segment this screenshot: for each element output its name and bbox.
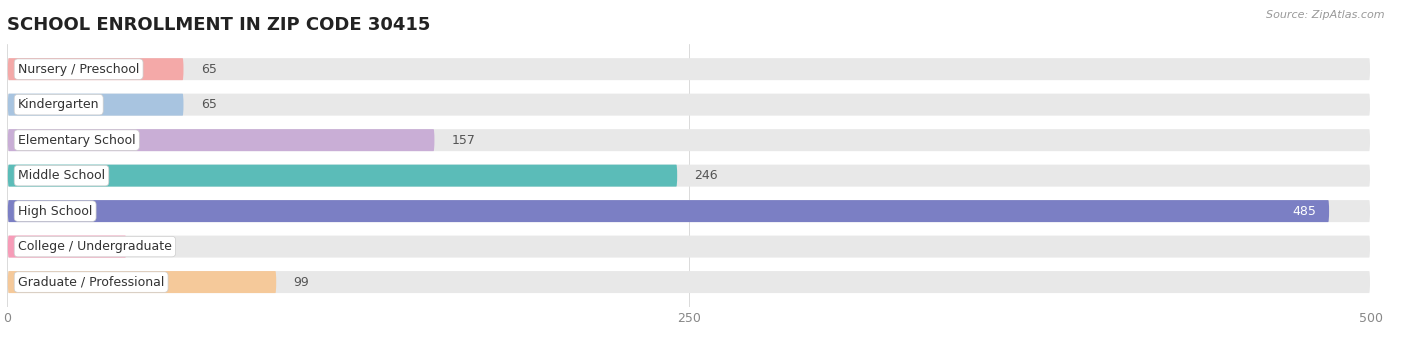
FancyBboxPatch shape xyxy=(8,236,1369,257)
Text: Nursery / Preschool: Nursery / Preschool xyxy=(18,63,139,76)
Text: Graduate / Professional: Graduate / Professional xyxy=(18,276,165,288)
Text: 485: 485 xyxy=(1292,205,1316,218)
FancyBboxPatch shape xyxy=(8,165,678,187)
FancyBboxPatch shape xyxy=(8,236,127,257)
FancyBboxPatch shape xyxy=(8,58,183,80)
FancyBboxPatch shape xyxy=(8,94,1369,116)
FancyBboxPatch shape xyxy=(8,94,183,116)
Text: 157: 157 xyxy=(451,134,475,147)
FancyBboxPatch shape xyxy=(8,271,1369,293)
FancyBboxPatch shape xyxy=(8,129,1369,151)
Text: College / Undergraduate: College / Undergraduate xyxy=(18,240,172,253)
FancyBboxPatch shape xyxy=(8,129,434,151)
FancyBboxPatch shape xyxy=(8,200,1369,222)
FancyBboxPatch shape xyxy=(8,165,1369,187)
FancyBboxPatch shape xyxy=(8,271,276,293)
Text: 44: 44 xyxy=(143,240,159,253)
Text: 65: 65 xyxy=(201,98,217,111)
Text: 99: 99 xyxy=(294,276,309,288)
Text: Elementary School: Elementary School xyxy=(18,134,135,147)
Text: 246: 246 xyxy=(695,169,718,182)
Text: Source: ZipAtlas.com: Source: ZipAtlas.com xyxy=(1267,10,1385,20)
Text: Middle School: Middle School xyxy=(18,169,105,182)
FancyBboxPatch shape xyxy=(8,58,1369,80)
Text: SCHOOL ENROLLMENT IN ZIP CODE 30415: SCHOOL ENROLLMENT IN ZIP CODE 30415 xyxy=(7,16,430,34)
FancyBboxPatch shape xyxy=(8,200,1329,222)
Text: 65: 65 xyxy=(201,63,217,76)
Text: High School: High School xyxy=(18,205,93,218)
Text: Kindergarten: Kindergarten xyxy=(18,98,100,111)
